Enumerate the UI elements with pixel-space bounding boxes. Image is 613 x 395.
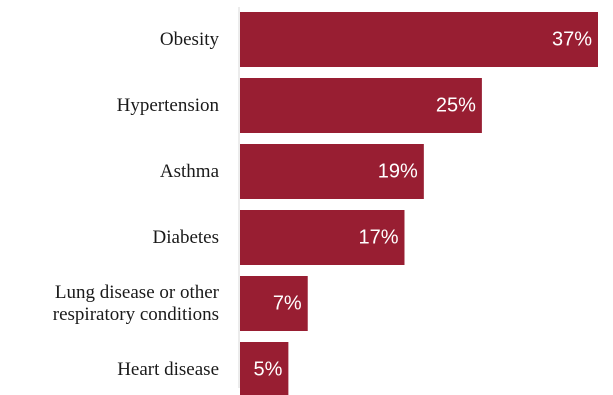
bar-2 (240, 144, 424, 199)
bar-5 (240, 342, 289, 395)
value-label-0: 37% (552, 29, 592, 51)
category-label-4-line-1: respiratory conditions (53, 304, 219, 325)
bar-4 (240, 276, 308, 331)
category-label-4-line-0: Lung disease or other (55, 282, 220, 303)
value-labels-group: 37% 25% 19% 17% 7% 5% (253, 29, 592, 381)
bar-0 (240, 12, 598, 67)
value-label-3: 17% (358, 227, 398, 249)
category-label-2: Asthma (160, 161, 220, 182)
value-label-4: 7% (273, 293, 302, 315)
category-label-0: Obesity (160, 29, 220, 50)
bar-1 (240, 78, 482, 133)
category-labels-group: Obesity Hypertension Asthma Diabetes Lung di… (53, 29, 220, 380)
value-label-1: 25% (436, 95, 476, 117)
bars-group (240, 12, 598, 395)
value-label-2: 19% (378, 161, 418, 183)
value-label-5: 5% (253, 359, 282, 381)
bar-3 (240, 210, 405, 265)
category-label-5: Heart disease (117, 359, 219, 380)
category-label-3: Diabetes (153, 227, 219, 248)
category-label-1: Hypertension (117, 95, 220, 116)
